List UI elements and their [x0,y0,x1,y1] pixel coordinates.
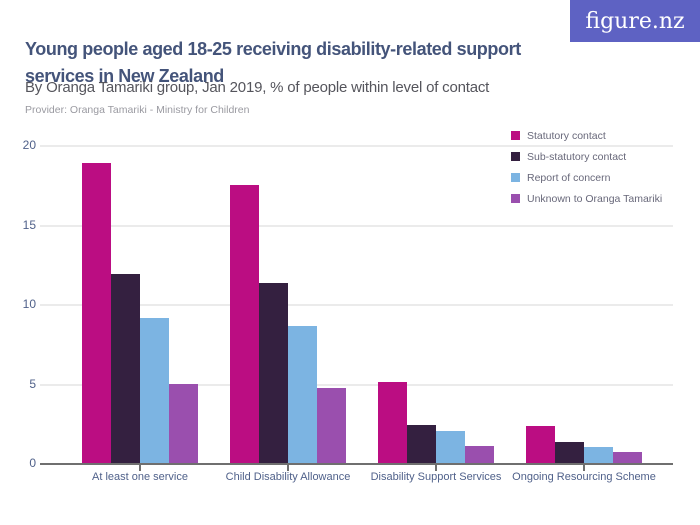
gridline-y-5 [40,383,673,386]
x-axis-tick-child-disability-allowance [287,464,289,471]
x-axis-label-disability-support-services: Disability Support Services [370,471,502,483]
bar-statutory-contact-at-least-one-service[interactable] [81,162,111,463]
bar-statutory-contact-disability-support-services[interactable] [377,381,407,463]
legend-swatch-sub-statutory-contact [511,152,520,161]
legend-item-sub-statutory-contact: Sub-statutory contact [511,146,662,167]
y-axis-tick-label-10: 10 [22,297,36,311]
chart-subtitle: By Oranga Tamariki group, Jan 2019, % of… [25,79,490,96]
gridline-y-10 [40,304,673,306]
bar-unknown-to-oranga-tamariki-ongoing-resourcing-scheme[interactable] [613,451,643,463]
x-axis-tick-at-least-one-service [139,464,141,471]
x-axis-line [40,463,673,465]
x-axis: At least one service Child Disability All… [40,471,673,491]
legend-label-unknown-to-oranga-tamariki: Unknown to Oranga Tamariki [527,192,663,205]
figure-nz-logo[interactable]: figure.nz [570,0,700,42]
provider-note: Provider: Oranga Tamariki - Ministry for… [25,104,250,116]
legend-label-statutory-contact: Statutory contact [527,129,606,142]
legend-swatch-report-of-concern [511,173,520,182]
x-axis-label-ongoing-resourcing-scheme: Ongoing Resourcing Scheme [512,471,656,483]
bar-sub-statutory-contact-at-least-one-service[interactable] [110,273,140,463]
page-title: Young people aged 18-25 receiving disabi… [25,39,521,87]
bar-statutory-contact-ongoing-resourcing-scheme[interactable] [525,426,555,463]
x-axis-label-child-disability-allowance: Child Disability Allowance [225,471,351,483]
y-axis-tick-label-5: 5 [29,376,36,391]
bar-unknown-to-oranga-tamariki-child-disability-allowance[interactable] [317,388,347,463]
legend-item-report-of-concern: Report of concern [511,167,662,188]
legend-swatch-unknown-to-oranga-tamariki [511,194,520,203]
legend-label-sub-statutory-contact: Sub-statutory contact [527,150,627,163]
y-axis-tick-label-15: 15 [22,217,36,232]
bar-unknown-to-oranga-tamariki-disability-support-services[interactable] [465,445,495,463]
bar-report-of-concern-disability-support-services[interactable] [436,431,465,463]
y-axis-tick-label-0: 0 [29,456,36,470]
plot-area [40,145,673,471]
legend-swatch-statutory-contact [511,131,520,140]
bar-unknown-to-oranga-tamariki-at-least-one-service[interactable] [169,383,199,463]
x-axis-tick-disability-support-services [435,464,437,471]
bar-report-of-concern-child-disability-allowance[interactable] [288,326,317,463]
bar-report-of-concern-at-least-one-service[interactable] [140,318,169,463]
bar-report-of-concern-ongoing-resourcing-scheme[interactable] [584,447,613,463]
legend-label-report-of-concern: Report of concern [527,171,611,184]
x-axis-label-at-least-one-service: At least one service [92,471,188,483]
gridline-y-20 [40,145,673,147]
bar-sub-statutory-contact-disability-support-services[interactable] [406,424,436,463]
legend-item-statutory-contact: Statutory contact [511,125,662,146]
chart-legend: Statutory contact Sub-statutory contact Re… [511,125,662,209]
bar-statutory-contact-child-disability-allowance[interactable] [229,184,259,463]
bar-sub-statutory-contact-ongoing-resourcing-scheme[interactable] [554,442,584,463]
y-axis: 0 5 10 15 20 [0,0,36,525]
y-axis-tick-label-20: 20 [22,138,36,152]
bar-sub-statutory-contact-child-disability-allowance[interactable] [258,283,288,463]
gridline-y-15 [40,224,673,227]
x-axis-tick-ongoing-resourcing-scheme [583,464,585,471]
figure-nz-logo-text: figure.nz [585,8,685,34]
legend-item-unknown-to-oranga-tamariki: Unknown to Oranga Tamariki [511,188,662,209]
